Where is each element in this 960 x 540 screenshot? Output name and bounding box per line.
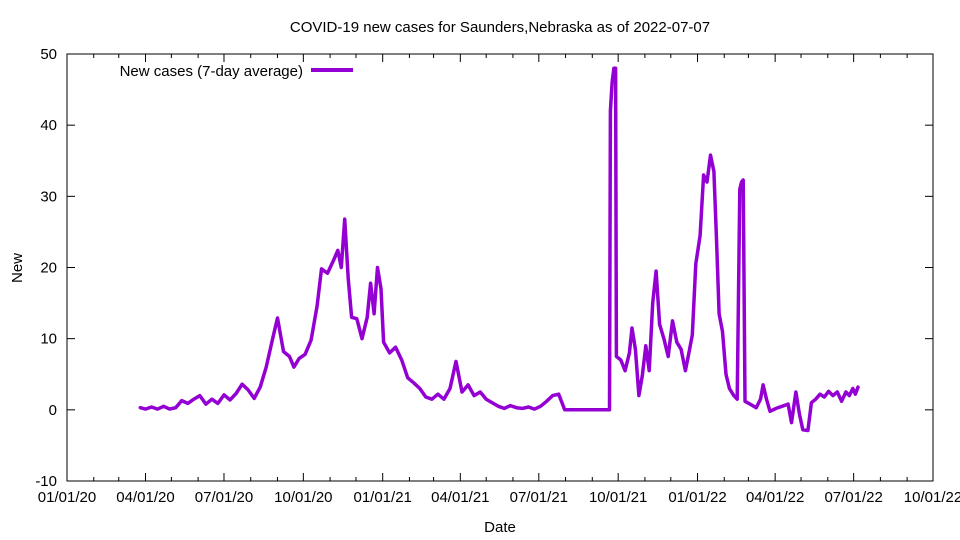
axis-ticks: -10 0 10 20 30 40 50 01/01/20 04/01/20 07/01/20 10… — [35, 46, 960, 506]
x-tick-label: 07/01/21 — [510, 489, 568, 506]
legend: New cases (7-day average) — [120, 63, 353, 80]
x-axis-label: Date — [484, 519, 516, 536]
x-tick-label: 04/01/21 — [431, 489, 489, 506]
x-tick-label: 01/01/20 — [38, 489, 96, 506]
x-tick-label: 10/01/22 — [904, 489, 960, 506]
x-tick-label: 01/01/22 — [668, 489, 726, 506]
y-tick-label: 20 — [40, 260, 57, 277]
y-tick-label: -10 — [35, 473, 57, 490]
legend-label: New cases (7-day average) — [120, 63, 303, 80]
x-tick-label: 07/01/20 — [195, 489, 253, 506]
x-tick-label: 01/01/21 — [353, 489, 411, 506]
y-tick-label: 10 — [40, 331, 57, 348]
x-tick-label: 10/01/21 — [589, 489, 647, 506]
y-tick-label: 40 — [40, 117, 57, 134]
y-tick-label: 30 — [40, 188, 57, 205]
y-axis-label: New — [9, 253, 26, 283]
x-tick-label: 04/01/22 — [746, 489, 804, 506]
y-tick-label: 50 — [40, 46, 57, 63]
x-tick-label: 10/01/20 — [274, 489, 332, 506]
series-line — [138, 66, 860, 433]
chart-title: COVID-19 new cases for Saunders,Nebraska… — [290, 19, 710, 36]
y-tick-label: 0 — [49, 402, 57, 419]
plot-frame — [66, 53, 934, 482]
x-tick-label: 04/01/20 — [116, 489, 174, 506]
series-group — [138, 66, 860, 433]
x-tick-label: 07/01/22 — [824, 489, 882, 506]
